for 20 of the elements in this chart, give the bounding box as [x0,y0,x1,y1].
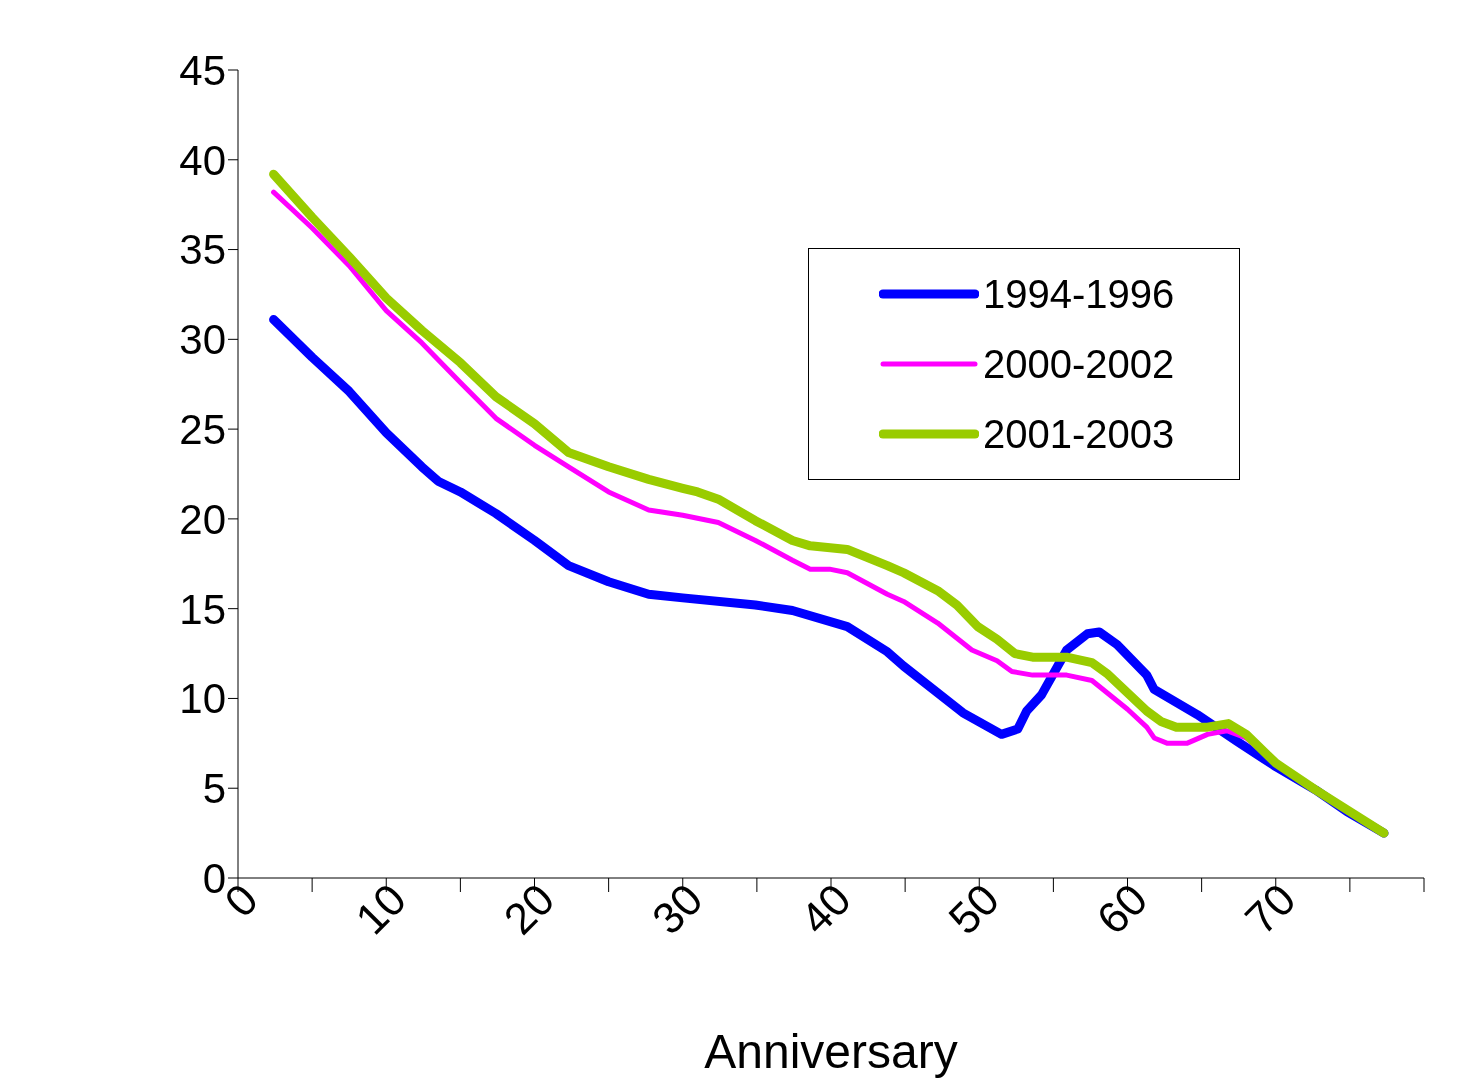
x-axis-title: Anniversary [704,1025,958,1078]
x-tick-label: 50 [938,874,1009,944]
y-tick-label: 30 [179,316,226,364]
legend-label: 2001-2003 [983,411,1175,457]
x-tick-label: 70 [1235,874,1305,944]
x-tick-label: 10 [345,874,416,944]
legend-label: 2000-2002 [983,341,1175,387]
x-tick-label: 40 [790,874,860,944]
y-tick-label: 45 [179,46,226,94]
x-tick-label: 30 [642,874,712,944]
y-tick-label: 20 [179,495,226,543]
y-tick-label: 40 [179,136,226,184]
x-tick-label: 20 [494,874,564,944]
x-tick-label: 60 [1087,874,1157,944]
y-tick-label: 35 [179,226,226,274]
y-tick-label: 25 [179,406,226,454]
legend-label: 1994-1996 [983,271,1175,317]
y-tick-label: 5 [202,765,226,813]
y-tick-label: 10 [179,675,226,723]
y-tick-label: 15 [179,585,226,633]
